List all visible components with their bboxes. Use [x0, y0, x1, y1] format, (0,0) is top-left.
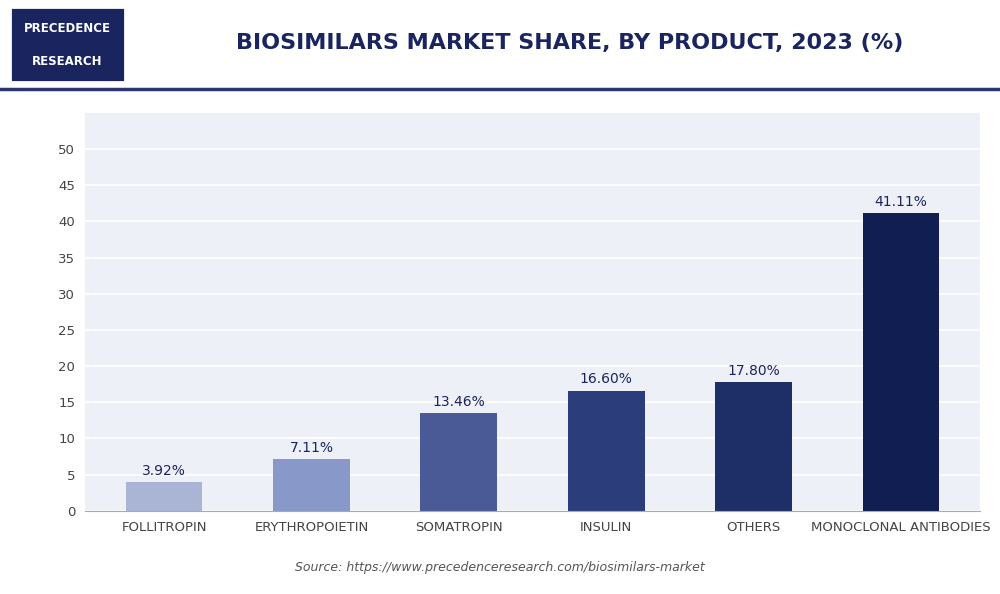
Bar: [715, 382, 792, 511]
Text: 7.11%: 7.11%: [289, 441, 333, 455]
Text: 13.46%: 13.46%: [432, 395, 485, 409]
Bar: [568, 391, 645, 511]
Text: PRECEDENCE: PRECEDENCE: [24, 21, 111, 34]
Text: BIOSIMILARS MARKET SHARE, BY PRODUCT, 2023 (%): BIOSIMILARS MARKET SHARE, BY PRODUCT, 20…: [236, 33, 904, 53]
Text: 16.60%: 16.60%: [580, 372, 633, 386]
Text: RESEARCH: RESEARCH: [32, 55, 103, 68]
Bar: [863, 213, 939, 511]
Text: 17.80%: 17.80%: [727, 364, 780, 378]
Bar: [10, 7, 125, 82]
Bar: [126, 482, 202, 511]
Bar: [7, 4, 128, 86]
Bar: [420, 413, 497, 511]
Text: Source: https://www.precedenceresearch.com/biosimilars-market: Source: https://www.precedenceresearch.c…: [295, 561, 705, 574]
Bar: [273, 459, 350, 511]
Text: 3.92%: 3.92%: [142, 464, 186, 478]
Text: 41.11%: 41.11%: [875, 195, 927, 209]
